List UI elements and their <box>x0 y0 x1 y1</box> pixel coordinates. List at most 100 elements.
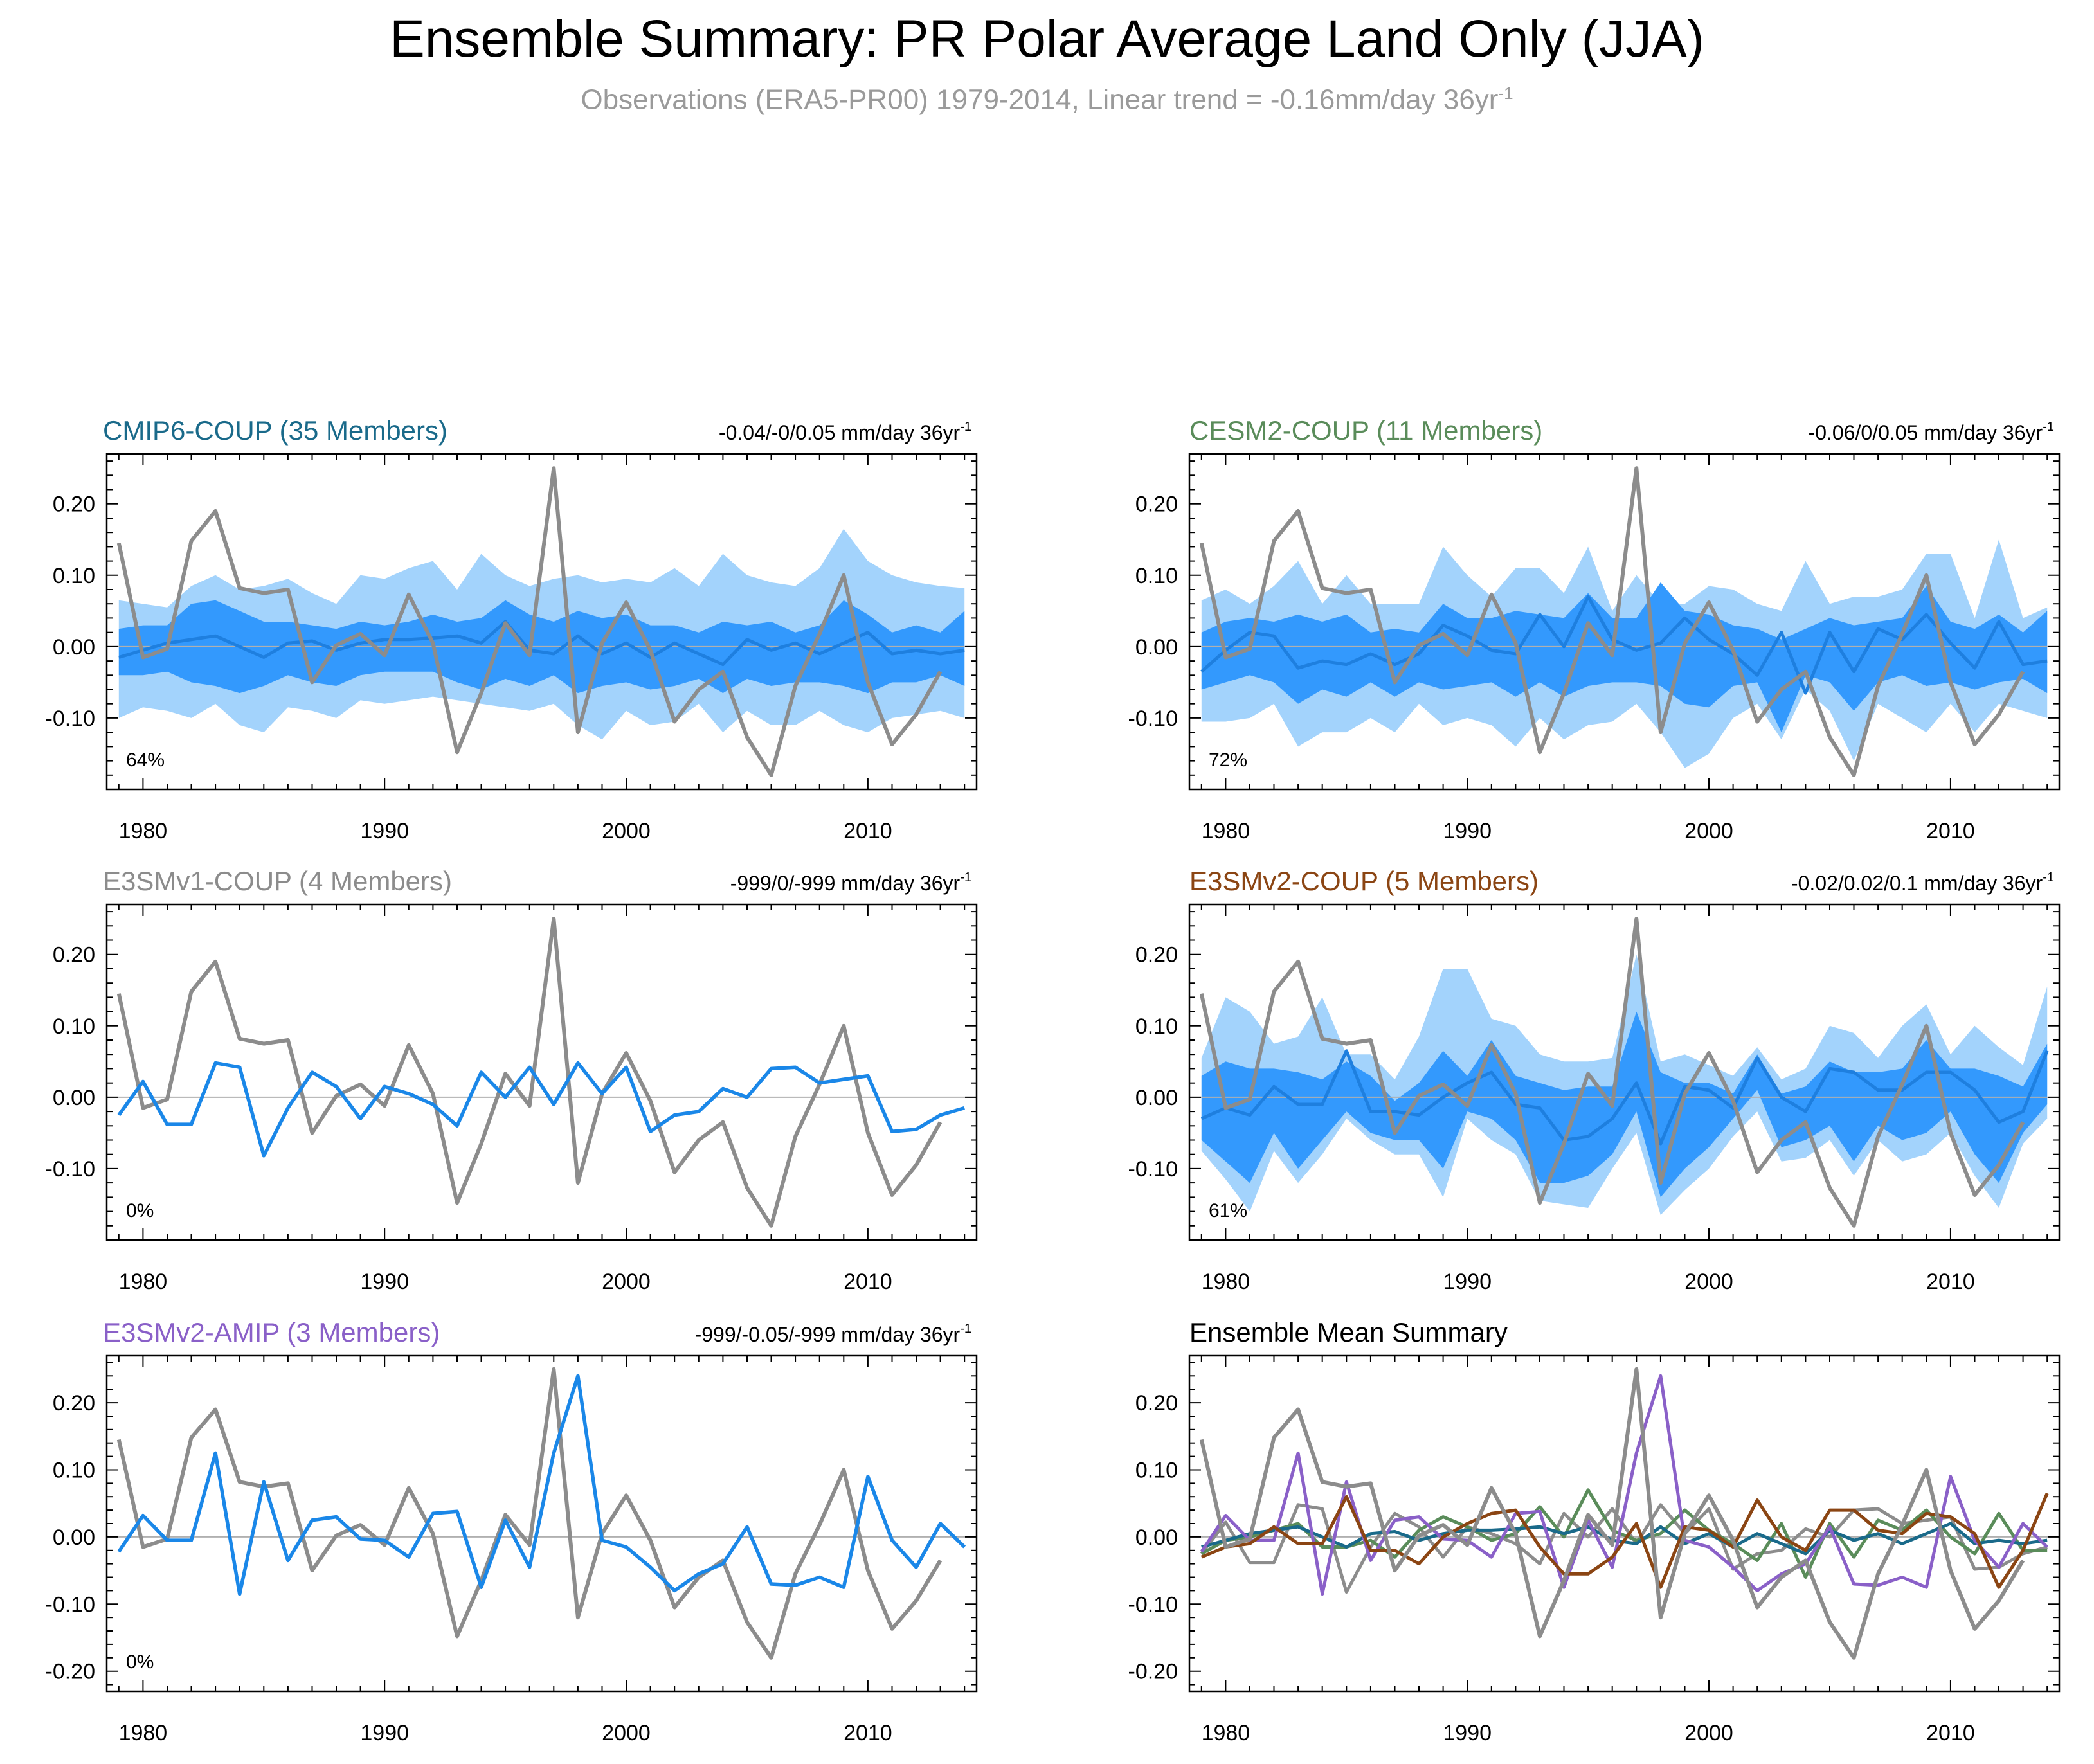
panel-cesm2: CESM2-COUP (11 Members) -0.06/0/0.05 mm/d… <box>1128 415 2061 843</box>
y-tick-label: 0.20 <box>53 1391 95 1416</box>
x-tick-label: 1990 <box>360 1721 409 1745</box>
y-tick-label: 0.00 <box>1135 1526 1178 1550</box>
percent-label: 64% <box>126 750 165 771</box>
trend-label: -999/-0.05/-999 mm/day 36yr-1 <box>695 1322 971 1346</box>
plot-frame <box>105 453 978 791</box>
panel-e3smv2amip: E3SMv2-AMIP (3 Members) -999/-0.05/-999 m… <box>46 1317 978 1745</box>
y-tick-label: 0.10 <box>53 1459 95 1483</box>
percent-label: 0% <box>126 1652 154 1673</box>
observations-line <box>1199 917 2025 1228</box>
x-tick-label: 2000 <box>602 1721 651 1745</box>
ensemble-iqr-band <box>1201 1011 2048 1198</box>
plot-frame <box>1188 903 2061 1241</box>
y-tick-label: 0.20 <box>53 943 95 968</box>
ensemble-mean-line <box>1200 1049 2049 1146</box>
y-tick-label: -0.10 <box>46 1592 96 1617</box>
trend-superscript: -1 <box>960 420 971 434</box>
y-tick-label: 0.10 <box>53 564 95 588</box>
observations-line <box>116 917 943 1228</box>
series-line-3 <box>1200 1374 2048 1596</box>
x-tick-label: 1990 <box>1443 1721 1492 1745</box>
plot-area <box>107 905 977 1240</box>
x-tick-label: 1980 <box>1202 1721 1250 1745</box>
x-tick-label: 2010 <box>844 819 892 843</box>
plot-area <box>107 1356 977 1691</box>
trend-superscript: -1 <box>960 1322 971 1336</box>
trend-label: -0.06/0/0.05 mm/day 36yr-1 <box>1809 420 2054 444</box>
panel-e3smv2coup: E3SMv2-COUP (5 Members) -0.02/0.02/0.1 mm… <box>1128 866 2061 1294</box>
y-tick-label: -0.20 <box>1128 1660 1178 1684</box>
x-tick-label: 2010 <box>1926 819 1975 843</box>
y-tick-label: 0.00 <box>1135 1086 1178 1110</box>
ensemble-mean-line <box>1200 595 2048 695</box>
plot-frame <box>1188 453 2061 791</box>
plot-frame <box>105 903 978 1241</box>
y-tick-label: 0.00 <box>1135 635 1178 660</box>
trend-superscript: -1 <box>2043 420 2054 434</box>
y-tick-label: -0.10 <box>46 706 96 731</box>
trend-value: -999/0/-999 mm/day 36yr <box>730 872 961 895</box>
observations-line <box>1199 1367 2025 1660</box>
y-tick-label: 0.00 <box>53 1086 95 1110</box>
x-tick-label: 2000 <box>602 1270 651 1294</box>
x-tick-label: 1990 <box>360 1270 409 1294</box>
y-tick-label: -0.10 <box>1128 706 1178 731</box>
panel-title: E3SMv2-COUP (5 Members) <box>1189 866 1539 896</box>
panel-title: E3SMv2-AMIP (3 Members) <box>103 1317 440 1347</box>
y-tick-label: -0.20 <box>46 1660 96 1684</box>
percent-label: 72% <box>1209 750 1247 771</box>
panel-mean_summary: Ensemble Mean Summary -0.20 -0.10 0.00 0.10 0… <box>1128 1317 2061 1745</box>
trend-label: -999/0/-999 mm/day 36yr-1 <box>730 870 971 895</box>
y-tick-label: 0.10 <box>1135 1459 1178 1483</box>
subtitle-superscript: -1 <box>1498 84 1513 103</box>
x-tick-label: 2010 <box>1926 1270 1975 1294</box>
trend-value: -0.06/0/0.05 mm/day 36yr <box>1809 421 2043 444</box>
page-subtitle: Observations (ERA5-PR00) 1979-2014, Line… <box>0 84 2094 116</box>
panel-e3smv1: E3SMv1-COUP (4 Members) -999/0/-999 mm/da… <box>46 866 978 1294</box>
x-tick-label: 1990 <box>1443 819 1492 843</box>
trend-label: -0.04/-0/0.05 mm/day 36yr-1 <box>719 420 971 444</box>
x-tick-label: 1980 <box>1202 819 1250 843</box>
percent-label: 61% <box>1209 1200 1247 1221</box>
x-tick-label: 2000 <box>1684 1721 1733 1745</box>
x-tick-label: 1980 <box>1202 1270 1250 1294</box>
panel-title: CESM2-COUP (11 Members) <box>1189 415 1542 446</box>
y-tick-label: 0.10 <box>1135 564 1178 588</box>
y-tick-label: -0.10 <box>1128 1157 1178 1182</box>
x-tick-label: 2000 <box>602 819 651 843</box>
trend-superscript: -1 <box>2043 870 2054 885</box>
series-line-4 <box>1200 1493 2049 1589</box>
y-tick-label: 0.00 <box>53 635 95 660</box>
observations-line <box>116 1367 943 1660</box>
panel-cmip6: CMIP6-COUP (35 Members) -0.04/-0/0.05 mm/… <box>46 415 978 843</box>
x-tick-label: 2010 <box>844 1270 892 1294</box>
x-tick-label: 1990 <box>360 819 409 843</box>
x-tick-label: 2000 <box>1684 819 1733 843</box>
ensemble-iqr-band <box>1201 582 2048 733</box>
model-line <box>117 1061 965 1158</box>
series-line-0 <box>1200 1503 2048 1594</box>
y-tick-label: 0.10 <box>1135 1014 1178 1039</box>
x-tick-label: 2000 <box>1684 1270 1733 1294</box>
y-tick-label: -0.10 <box>46 1157 96 1182</box>
x-tick-label: 1980 <box>119 819 168 843</box>
percent-label: 0% <box>126 1200 154 1221</box>
y-tick-label: 0.20 <box>1135 943 1178 968</box>
trend-label: -0.02/0.02/0.1 mm/day 36yr-1 <box>1791 870 2054 895</box>
x-tick-label: 2010 <box>1926 1721 1975 1745</box>
model-line <box>117 1374 966 1596</box>
trend-superscript: -1 <box>960 870 971 885</box>
x-tick-label: 2010 <box>844 1721 892 1745</box>
observations-line <box>1199 466 2025 777</box>
trend-value: -999/-0.05/-999 mm/day 36yr <box>695 1323 961 1346</box>
y-tick-label: 0.20 <box>53 492 95 517</box>
panel-title: Ensemble Mean Summary <box>1189 1317 1508 1347</box>
y-tick-label: 0.20 <box>1135 492 1178 517</box>
trend-value: -0.02/0.02/0.1 mm/day 36yr <box>1791 872 2043 895</box>
panel-title: CMIP6-COUP (35 Members) <box>103 415 447 446</box>
observations-line <box>116 466 943 777</box>
x-tick-label: 1990 <box>1443 1270 1492 1294</box>
y-tick-label: -0.10 <box>1128 1592 1178 1617</box>
y-tick-label: 0.10 <box>53 1014 95 1039</box>
